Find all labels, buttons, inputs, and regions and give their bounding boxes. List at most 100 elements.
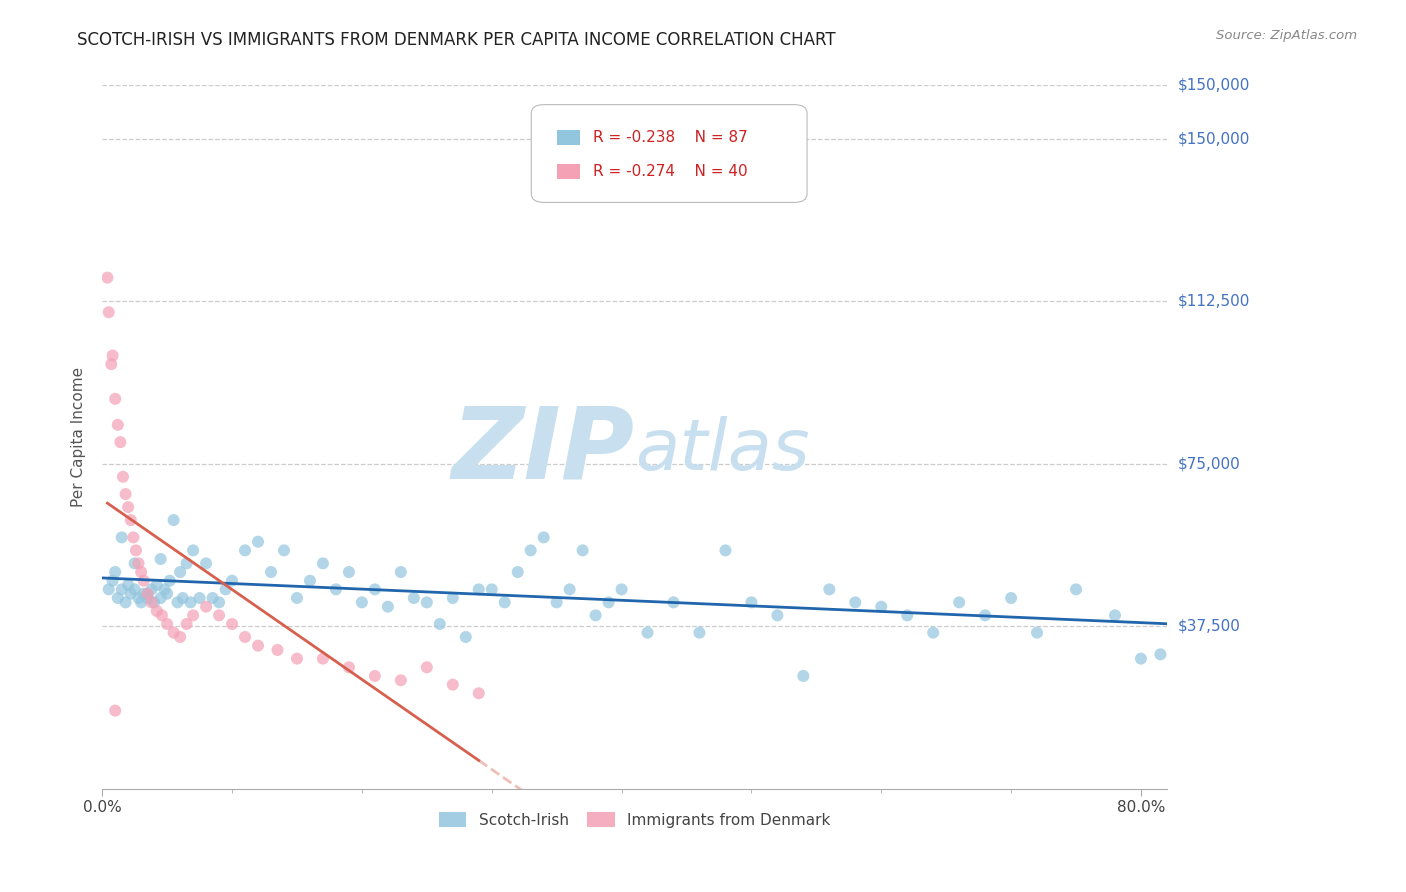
Point (325, 582, 347, 597)
Point (598, 595, 620, 609)
Point (468, 582, 491, 597)
Text: $112,500: $112,500 (1178, 294, 1250, 309)
Point (533, 530, 555, 544)
Point (136, 591, 159, 605)
Point (441, 678, 464, 692)
Point (948, 595, 970, 609)
Point (506, 565, 529, 579)
Point (441, 591, 464, 605)
Point (129, 565, 152, 579)
Point (454, 630, 477, 644)
Point (176, 557, 198, 571)
Text: $37,500: $37,500 (1178, 619, 1241, 633)
Point (766, 608, 789, 623)
Point (298, 574, 321, 588)
Point (195, 599, 218, 614)
Point (312, 557, 335, 571)
Point (1129, 651, 1152, 665)
Point (104, 392, 127, 406)
Point (870, 599, 893, 614)
Point (221, 617, 243, 632)
Point (285, 651, 308, 665)
Point (111, 470, 134, 484)
Point (169, 630, 191, 644)
Point (107, 417, 129, 432)
Point (558, 582, 581, 597)
Point (429, 617, 451, 632)
Point (389, 673, 412, 688)
Point (136, 587, 159, 601)
Point (120, 587, 142, 601)
Point (208, 595, 231, 609)
Text: ZIP: ZIP (451, 402, 634, 500)
Point (494, 595, 516, 609)
Point (114, 595, 136, 609)
Point (468, 686, 491, 700)
Point (169, 565, 191, 579)
Point (201, 591, 224, 605)
Point (122, 530, 145, 544)
Point (145, 578, 167, 592)
Point (129, 595, 152, 609)
Point (124, 582, 146, 597)
Point (114, 487, 136, 501)
Point (221, 574, 243, 588)
Point (260, 565, 283, 579)
Point (247, 639, 270, 653)
Point (188, 591, 211, 605)
Point (792, 669, 814, 683)
Point (247, 534, 270, 549)
Point (101, 574, 124, 588)
Point (107, 591, 129, 605)
Point (101, 349, 124, 363)
Point (143, 595, 166, 609)
Point (141, 595, 163, 609)
Point (364, 669, 387, 683)
Text: atlas: atlas (634, 417, 810, 485)
Point (1000, 591, 1022, 605)
Point (364, 582, 387, 597)
Point (156, 617, 179, 632)
Point (377, 599, 399, 614)
Point (416, 595, 439, 609)
FancyBboxPatch shape (557, 129, 581, 145)
Text: Source: ZipAtlas.com: Source: ZipAtlas.com (1216, 29, 1357, 42)
Point (97, 305, 120, 319)
Point (149, 552, 172, 566)
Point (312, 651, 335, 665)
Point (195, 557, 218, 571)
Point (153, 582, 176, 597)
Point (402, 591, 425, 605)
FancyBboxPatch shape (531, 104, 807, 202)
Point (181, 608, 204, 623)
Point (337, 660, 360, 674)
Point (150, 608, 173, 623)
Text: $75,000: $75,000 (1178, 457, 1240, 471)
Point (844, 595, 866, 609)
Point (662, 595, 685, 609)
Point (714, 543, 737, 558)
Point (159, 574, 181, 588)
Point (132, 587, 155, 601)
Point (974, 608, 997, 623)
Point (124, 557, 146, 571)
Point (740, 595, 762, 609)
Point (389, 565, 412, 579)
Point (1064, 582, 1087, 597)
Point (350, 595, 373, 609)
Point (176, 617, 198, 632)
Point (1149, 648, 1171, 662)
Point (266, 643, 288, 657)
Y-axis label: Per Capita Income: Per Capita Income (72, 367, 86, 507)
Point (128, 591, 150, 605)
Point (1026, 625, 1049, 640)
Point (481, 582, 503, 597)
Text: R = -0.274    N = 40: R = -0.274 N = 40 (593, 164, 748, 178)
Point (172, 591, 194, 605)
Point (100, 357, 122, 371)
Point (181, 543, 204, 558)
Point (128, 557, 150, 571)
Point (688, 625, 710, 640)
Point (117, 578, 139, 592)
Point (214, 582, 236, 597)
